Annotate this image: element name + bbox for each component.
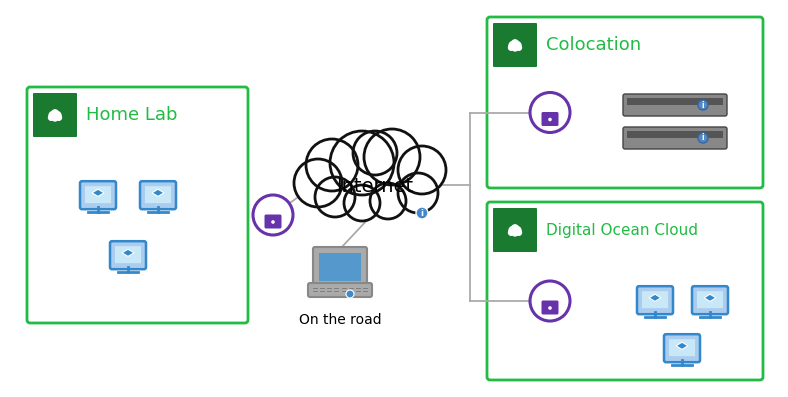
- Circle shape: [548, 306, 552, 310]
- FancyBboxPatch shape: [487, 17, 763, 188]
- FancyBboxPatch shape: [669, 339, 695, 356]
- FancyBboxPatch shape: [145, 186, 171, 203]
- Circle shape: [513, 228, 517, 233]
- Polygon shape: [92, 189, 104, 197]
- Circle shape: [398, 173, 438, 213]
- FancyBboxPatch shape: [80, 181, 116, 209]
- Circle shape: [53, 114, 58, 118]
- Polygon shape: [649, 294, 661, 301]
- Circle shape: [253, 195, 293, 235]
- Circle shape: [698, 133, 708, 143]
- FancyBboxPatch shape: [27, 87, 248, 323]
- Circle shape: [294, 159, 342, 207]
- FancyBboxPatch shape: [140, 181, 176, 209]
- Text: Colocation: Colocation: [546, 36, 641, 54]
- Circle shape: [508, 45, 514, 50]
- Circle shape: [513, 46, 518, 51]
- FancyBboxPatch shape: [33, 93, 77, 137]
- Text: Digital Ocean Cloud: Digital Ocean Cloud: [546, 222, 698, 237]
- FancyBboxPatch shape: [85, 186, 111, 203]
- Circle shape: [53, 116, 58, 121]
- Polygon shape: [704, 294, 716, 301]
- Circle shape: [416, 207, 428, 219]
- Circle shape: [56, 115, 61, 120]
- FancyBboxPatch shape: [265, 214, 281, 229]
- Circle shape: [49, 112, 58, 120]
- Circle shape: [508, 230, 514, 235]
- FancyBboxPatch shape: [493, 208, 537, 252]
- Circle shape: [509, 226, 518, 235]
- Circle shape: [511, 40, 519, 46]
- Ellipse shape: [320, 152, 420, 208]
- Polygon shape: [676, 342, 688, 349]
- Circle shape: [530, 93, 570, 133]
- FancyBboxPatch shape: [642, 291, 668, 308]
- FancyBboxPatch shape: [541, 112, 559, 126]
- FancyBboxPatch shape: [692, 286, 728, 314]
- FancyBboxPatch shape: [637, 286, 673, 314]
- Circle shape: [530, 281, 570, 321]
- Circle shape: [516, 45, 522, 50]
- Circle shape: [315, 177, 355, 217]
- Circle shape: [370, 183, 406, 219]
- Text: Home Lab: Home Lab: [86, 106, 177, 124]
- Text: Internet: Internet: [336, 177, 414, 197]
- Circle shape: [330, 131, 394, 195]
- FancyBboxPatch shape: [541, 301, 559, 314]
- Circle shape: [364, 129, 420, 185]
- Circle shape: [548, 118, 552, 121]
- Circle shape: [306, 139, 358, 191]
- Circle shape: [344, 185, 380, 221]
- Circle shape: [511, 225, 519, 231]
- Polygon shape: [152, 189, 164, 197]
- Circle shape: [353, 131, 397, 175]
- FancyBboxPatch shape: [627, 131, 723, 138]
- Text: i: i: [701, 100, 704, 110]
- Circle shape: [698, 100, 708, 110]
- Circle shape: [513, 226, 521, 235]
- Circle shape: [52, 110, 58, 117]
- FancyBboxPatch shape: [313, 247, 367, 287]
- Text: i: i: [701, 133, 704, 143]
- Circle shape: [49, 115, 54, 120]
- FancyBboxPatch shape: [308, 283, 372, 297]
- Circle shape: [271, 220, 275, 224]
- FancyBboxPatch shape: [493, 23, 537, 67]
- Circle shape: [513, 43, 517, 48]
- FancyBboxPatch shape: [487, 202, 763, 380]
- FancyBboxPatch shape: [697, 291, 723, 308]
- FancyBboxPatch shape: [319, 253, 361, 281]
- Text: On the road: On the road: [299, 313, 381, 327]
- Circle shape: [53, 112, 61, 120]
- Polygon shape: [122, 249, 134, 256]
- Circle shape: [513, 231, 518, 236]
- Text: i: i: [421, 208, 423, 218]
- FancyBboxPatch shape: [115, 246, 141, 263]
- Circle shape: [513, 41, 521, 50]
- Circle shape: [516, 230, 522, 235]
- FancyBboxPatch shape: [623, 127, 727, 149]
- FancyBboxPatch shape: [664, 334, 700, 362]
- FancyBboxPatch shape: [110, 241, 146, 269]
- FancyBboxPatch shape: [623, 94, 727, 116]
- Circle shape: [346, 290, 354, 298]
- FancyBboxPatch shape: [627, 98, 723, 105]
- Circle shape: [398, 146, 446, 194]
- Circle shape: [509, 41, 518, 50]
